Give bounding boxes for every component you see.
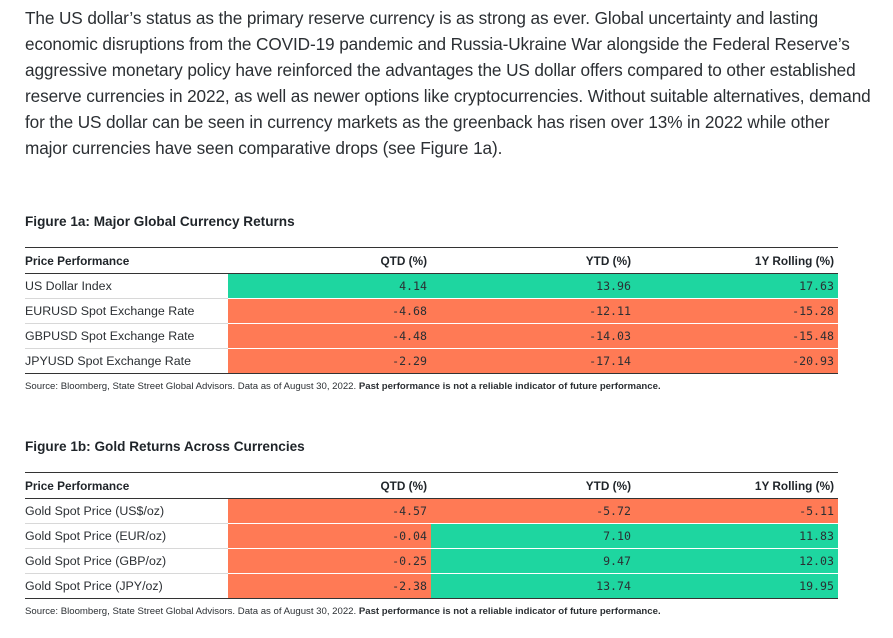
ytd-value: -14.03 <box>431 323 635 349</box>
figure-1a-title: Figure 1a: Major Global Currency Returns <box>25 214 295 229</box>
rolling-1y-value: -5.11 <box>635 498 838 524</box>
qtd-value: 4.14 <box>228 273 431 299</box>
row-label: JPYUSD Spot Exchange Rate <box>25 348 228 374</box>
header-ytd: YTD (%) <box>585 253 631 268</box>
row-label: Gold Spot Price (GBP/oz) <box>25 548 228 574</box>
header-price-performance: Price Performance <box>25 253 130 268</box>
table-row: JPYUSD Spot Exchange Rate -2.29 -17.14 -20.… <box>25 348 838 374</box>
ytd-value: 13.74 <box>431 573 635 599</box>
row-label: EURUSD Spot Exchange Rate <box>25 298 228 324</box>
ytd-value: -5.72 <box>431 498 635 524</box>
rolling-1y-value: -15.28 <box>635 298 838 324</box>
header-1y-rolling: 1Y Rolling (%) <box>754 478 834 493</box>
header-price-performance: Price Performance <box>25 478 130 493</box>
rolling-1y-value: -20.93 <box>635 348 838 374</box>
figure-1b-source: Source: Bloomberg, State Street Global A… <box>25 606 661 617</box>
figure-1b-table: Price Performance QTD (%) YTD (%) 1Y Rol… <box>25 472 838 599</box>
table-header-row: Price Performance QTD (%) YTD (%) 1Y Rol… <box>25 247 838 274</box>
qtd-value: -0.04 <box>228 523 431 549</box>
qtd-value: -2.38 <box>228 573 431 599</box>
figure-1a-source: Source: Bloomberg, State Street Global A… <box>25 381 661 392</box>
source-text: Source: Bloomberg, State Street Global A… <box>25 381 357 392</box>
figure-1a-body: US Dollar Index 4.14 13.96 17.63 EURUSD Spot… <box>25 273 838 374</box>
table-row: Gold Spot Price (JPY/oz) -2.38 13.74 19.95 <box>25 573 838 599</box>
disclaimer-text: Past performance is not a reliable indic… <box>358 381 661 392</box>
rolling-1y-value: -15.48 <box>635 323 838 349</box>
figure-1b-body: Gold Spot Price (US$/oz) -4.57 -5.72 -5.11 G… <box>25 498 838 599</box>
source-text: Source: Bloomberg, State Street Global A… <box>25 606 357 617</box>
row-label: Gold Spot Price (EUR/oz) <box>25 523 228 549</box>
rolling-1y-value: 17.63 <box>635 273 838 299</box>
row-label: Gold Spot Price (JPY/oz) <box>25 573 228 599</box>
table-row: Gold Spot Price (GBP/oz) -0.25 9.47 12.03 <box>25 548 838 574</box>
rolling-1y-value: 19.95 <box>635 573 838 599</box>
ytd-value: -17.14 <box>431 348 635 374</box>
figure-1a-table: Price Performance QTD (%) YTD (%) 1Y Rol… <box>25 247 838 374</box>
table-row: Gold Spot Price (EUR/oz) -0.04 7.10 11.83 <box>25 523 838 549</box>
qtd-value: -4.68 <box>228 298 431 324</box>
figure-1b-title: Figure 1b: Gold Returns Across Currencie… <box>25 439 305 454</box>
table-row: GBPUSD Spot Exchange Rate -4.48 -14.03 -15.… <box>25 323 838 349</box>
table-row: Gold Spot Price (US$/oz) -4.57 -5.72 -5.11 <box>25 498 838 524</box>
table-row: EURUSD Spot Exchange Rate -4.68 -12.11 -15.… <box>25 298 838 324</box>
ytd-value: 7.10 <box>431 523 635 549</box>
row-label: US Dollar Index <box>25 273 228 299</box>
header-ytd: YTD (%) <box>585 478 631 493</box>
intro-paragraph: The US dollar’s status as the primary re… <box>25 8 871 158</box>
qtd-value: -4.48 <box>228 323 431 349</box>
disclaimer-text: Past performance is not a reliable indic… <box>358 606 661 617</box>
rolling-1y-value: 11.83 <box>635 523 838 549</box>
ytd-value: 13.96 <box>431 273 635 299</box>
header-qtd: QTD (%) <box>380 253 427 268</box>
row-label: GBPUSD Spot Exchange Rate <box>25 323 228 349</box>
table-row: US Dollar Index 4.14 13.96 17.63 <box>25 273 838 299</box>
ytd-value: 9.47 <box>431 548 635 574</box>
header-1y-rolling: 1Y Rolling (%) <box>754 253 834 268</box>
table-header-row: Price Performance QTD (%) YTD (%) 1Y Rol… <box>25 472 838 499</box>
ytd-value: -12.11 <box>431 298 635 324</box>
row-label: Gold Spot Price (US$/oz) <box>25 498 228 524</box>
header-qtd: QTD (%) <box>380 478 427 493</box>
qtd-value: -4.57 <box>228 498 431 524</box>
rolling-1y-value: 12.03 <box>635 548 838 574</box>
qtd-value: -0.25 <box>228 548 431 574</box>
qtd-value: -2.29 <box>228 348 431 374</box>
